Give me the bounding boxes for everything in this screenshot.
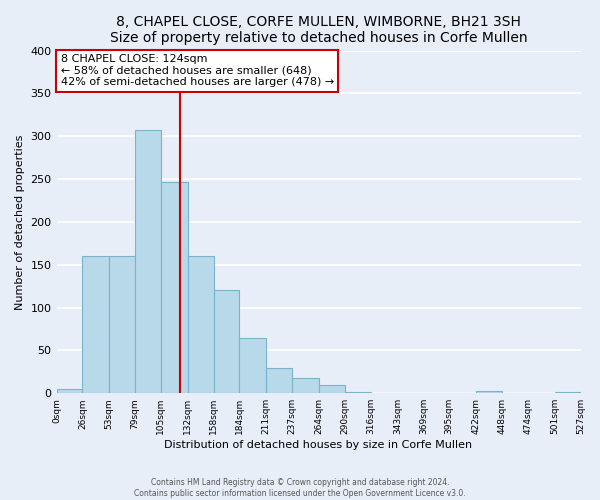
Bar	[476, 392, 502, 393]
Bar	[56, 389, 82, 393]
Bar	[292, 378, 319, 393]
Bar	[345, 392, 371, 393]
Bar	[188, 256, 214, 393]
Title: 8, CHAPEL CLOSE, CORFE MULLEN, WIMBORNE, BH21 3SH
Size of property relative to d: 8, CHAPEL CLOSE, CORFE MULLEN, WIMBORNE,…	[110, 15, 527, 45]
X-axis label: Distribution of detached houses by size in Corfe Mullen: Distribution of detached houses by size …	[164, 440, 473, 450]
Bar	[319, 386, 345, 393]
Text: 8 CHAPEL CLOSE: 124sqm
← 58% of detached houses are smaller (648)
42% of semi-de: 8 CHAPEL CLOSE: 124sqm ← 58% of detached…	[61, 54, 334, 87]
Text: Contains HM Land Registry data © Crown copyright and database right 2024.
Contai: Contains HM Land Registry data © Crown c…	[134, 478, 466, 498]
Bar	[214, 290, 239, 393]
Bar	[82, 256, 109, 393]
Y-axis label: Number of detached properties: Number of detached properties	[15, 134, 25, 310]
Bar	[266, 368, 292, 393]
Bar	[554, 392, 581, 393]
Bar	[161, 182, 188, 393]
Bar	[109, 256, 135, 393]
Bar	[239, 338, 266, 393]
Bar	[135, 130, 161, 393]
